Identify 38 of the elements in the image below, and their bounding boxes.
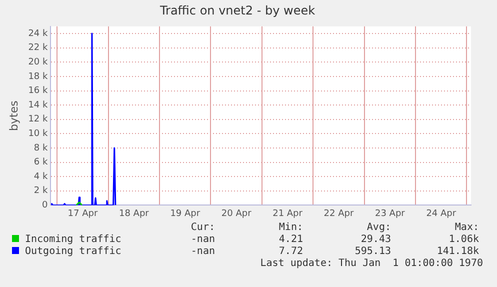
chart-title: Traffic on vnet2 - by week (158, 3, 316, 18)
text: 1.06k (448, 234, 479, 246)
text: 7.72 (278, 246, 303, 258)
x-tick-label: 17 Apr (68, 208, 98, 219)
y-tick-label: 24 k (28, 28, 49, 39)
text: 4.21 (278, 234, 303, 246)
text: -nan (190, 234, 215, 246)
y-tick-label: 20 k (28, 58, 49, 68)
x-tick-label: 24 Apr (426, 208, 456, 219)
text: -nan (190, 246, 215, 258)
text: 141.18k (436, 246, 479, 258)
text: 29.43 (360, 234, 391, 246)
y-tick-label: 18 k (28, 72, 49, 82)
legend-label: Incoming traffic (25, 234, 122, 246)
legend-label: Outgoing traffic (25, 246, 122, 258)
y-tick-label: 0 (42, 200, 48, 211)
y-tick-label: 14 k (28, 100, 49, 110)
y-tick-label: 12 k (28, 114, 49, 125)
text: 595.13 (354, 246, 391, 258)
x-tick-label: 19 Apr (170, 208, 200, 219)
x-tick-label: 22 Apr (324, 208, 354, 219)
y-tick-label: 8 k (34, 143, 48, 154)
x-tick-label: 20 Apr (221, 208, 252, 219)
text: Cur: (190, 222, 215, 234)
y-tick-label: 10 k (28, 129, 49, 140)
text: Last update: Thu Jan 1 01:00:00 1970 (259, 258, 484, 270)
y-tick-label: 16 k (28, 86, 49, 96)
x-tick-label: 23 Apr (374, 208, 406, 219)
x-tick-label: 18 Apr (118, 208, 150, 219)
text: Min: (278, 222, 303, 234)
y-tick-label: 22 k (28, 43, 49, 54)
text: Avg: (366, 222, 391, 234)
text: Max: (454, 222, 479, 234)
y-tick-label: 2 k (34, 186, 48, 196)
y-tick-label: 6 k (34, 158, 48, 168)
y-tick-label: 4 k (34, 172, 48, 182)
y-axis-title: bytes (7, 100, 20, 131)
x-tick-label: 21 Apr (272, 208, 303, 219)
